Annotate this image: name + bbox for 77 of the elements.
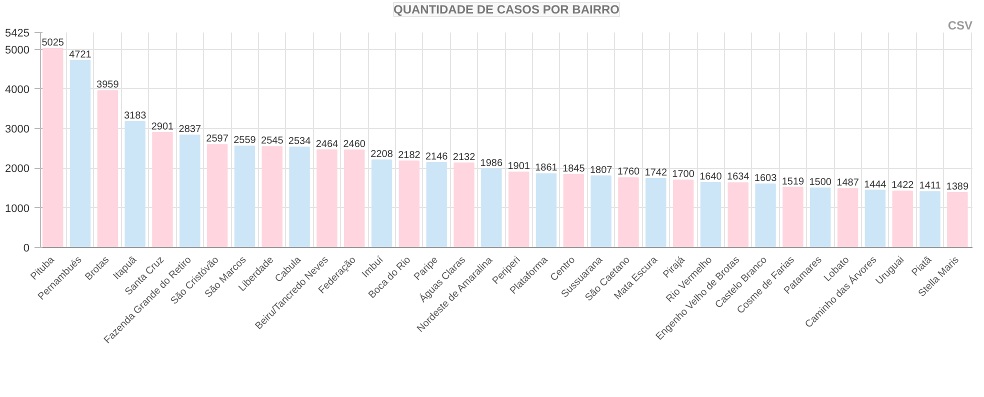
data-label: 1986 (480, 158, 503, 169)
bar (672, 180, 694, 248)
bar (234, 146, 256, 248)
bar (618, 177, 639, 248)
bar (947, 192, 968, 248)
data-label: 1845 (562, 163, 586, 174)
data-label: 1500 (809, 177, 832, 188)
bar (97, 90, 118, 248)
bar (481, 168, 502, 248)
data-label: 1861 (535, 162, 558, 174)
bar (371, 159, 392, 248)
data-label: 2545 (261, 136, 284, 147)
bar (563, 174, 584, 248)
data-label: 4721 (69, 49, 92, 60)
bar (316, 149, 338, 248)
data-label: 1603 (754, 172, 778, 184)
bar (262, 146, 282, 248)
bar (124, 120, 146, 248)
bar (344, 150, 365, 248)
data-label: 1640 (700, 172, 722, 183)
bar (70, 60, 91, 248)
bar (728, 182, 748, 248)
bar (837, 188, 858, 248)
data-label: 1444 (864, 179, 887, 190)
chart-title: QUANTIDADE DE CASOS POR BAIRRO (393, 2, 620, 16)
data-label: 1901 (508, 161, 530, 172)
data-label: 3183 (124, 110, 147, 122)
data-label: 5025 (42, 37, 64, 48)
data-label: 2132 (452, 152, 476, 164)
data-label: 1742 (644, 167, 668, 178)
data-label: 1700 (672, 169, 695, 180)
bar (646, 178, 666, 248)
data-label: 2597 (206, 134, 229, 145)
bar (508, 172, 530, 248)
bar (782, 186, 804, 248)
data-label: 2208 (370, 148, 394, 160)
y-tick-label: 5000 (5, 44, 30, 56)
bar (206, 144, 228, 248)
y-tick-label: 0 (23, 242, 30, 254)
data-label: 1422 (891, 180, 914, 192)
bar (152, 132, 173, 248)
data-label: 1634 (727, 172, 750, 183)
data-label: 2464 (316, 138, 339, 150)
bar (755, 183, 776, 248)
bar (42, 48, 64, 248)
data-label: 2460 (343, 139, 366, 150)
data-label: 1389 (946, 181, 969, 192)
data-label: 1760 (617, 166, 640, 178)
data-label: 1411 (919, 180, 942, 192)
data-label: 2837 (178, 124, 202, 136)
data-label: 2146 (425, 151, 448, 162)
data-label: 2534 (288, 136, 312, 148)
bar (289, 146, 310, 248)
data-label: 2901 (151, 122, 174, 133)
y-tick-label: 5425 (5, 28, 30, 40)
bar (426, 162, 447, 248)
data-label: 2559 (234, 135, 256, 146)
bar (536, 173, 557, 248)
bar (180, 134, 200, 248)
bar (920, 191, 940, 248)
data-label: 3959 (96, 80, 120, 91)
annotation: CSV (948, 18, 973, 32)
bar (892, 190, 913, 248)
y-tick-label: 3000 (5, 124, 30, 136)
bar (454, 162, 474, 248)
data-label: 1487 (836, 178, 860, 189)
bar (810, 188, 831, 248)
bar (864, 190, 886, 248)
bar (700, 182, 722, 248)
y-tick-label: 4000 (5, 84, 30, 96)
y-tick-label: 2000 (5, 163, 30, 176)
y-tick-label: 1000 (5, 202, 30, 215)
data-label: 2182 (398, 150, 421, 162)
bar (398, 160, 420, 248)
bar (590, 175, 612, 248)
data-label: 1807 (590, 164, 613, 176)
data-label: 1519 (782, 176, 805, 188)
